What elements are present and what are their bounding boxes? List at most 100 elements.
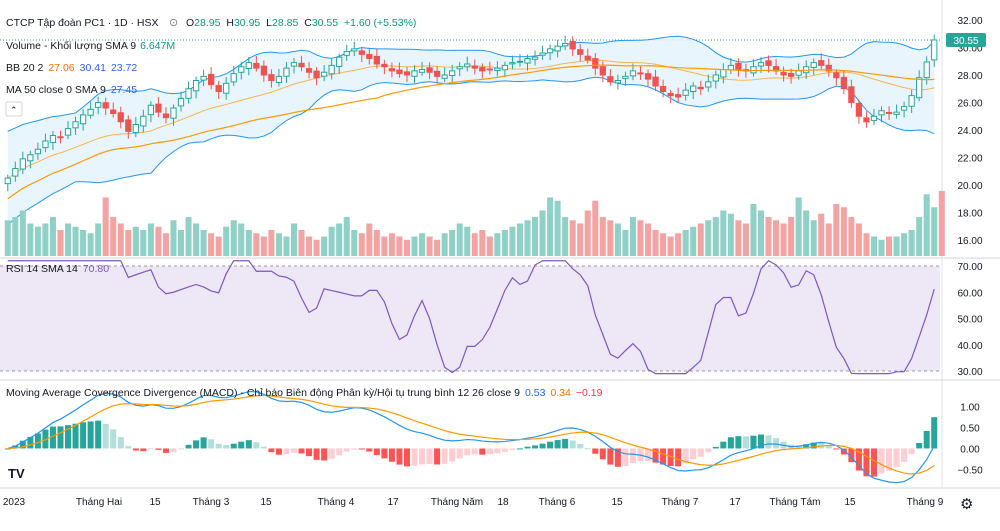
volume-bar — [200, 230, 207, 256]
volume-bar — [690, 226, 697, 256]
price-axis[interactable]: 32.00 30.00 28.00 26.00 24.00 22.00 20.00 18.00… — [957, 16, 982, 247]
macd-histogram-bar — [878, 448, 885, 474]
candle — [494, 61, 501, 77]
volume-bar — [870, 236, 877, 256]
candle — [275, 68, 283, 87]
candle-body — [675, 94, 682, 98]
candle — [185, 81, 192, 104]
candle-body — [592, 58, 599, 69]
volume-bar — [298, 230, 305, 256]
price-axis-label: 26.00 — [957, 99, 982, 110]
candle — [57, 130, 64, 144]
collapse-legend-button[interactable]: ⌃ — [5, 101, 23, 117]
volume-bar — [757, 210, 765, 256]
macd-histogram-bar — [682, 448, 689, 464]
time-axis-label: 15 — [260, 497, 272, 508]
bb-legend[interactable]: BB 20 2 27.06 30.41 23.72 — [6, 62, 137, 74]
volume-bar — [411, 236, 418, 256]
rsi-band-background — [0, 266, 940, 371]
macd-histogram-bar — [260, 446, 267, 449]
volume-bar — [486, 236, 493, 256]
candle — [238, 61, 245, 80]
candle — [298, 55, 305, 72]
volume-bar — [343, 217, 350, 256]
volume-bar — [494, 233, 501, 256]
candle-body — [441, 74, 448, 79]
macd-histogram-bar — [660, 448, 667, 465]
candle — [200, 69, 207, 87]
macd-histogram-bar — [870, 448, 877, 477]
candle-body — [449, 70, 456, 76]
candle-body — [200, 75, 207, 81]
macd-histogram-bar — [298, 448, 305, 454]
candle-body — [208, 73, 215, 86]
macd-axis[interactable]: 1.00 0.50 0.00 −0.50 — [957, 402, 983, 476]
candle-body — [298, 62, 305, 68]
candle-body — [358, 50, 365, 55]
macd-histogram-bar — [471, 448, 478, 455]
candle-body — [290, 62, 298, 67]
volume-bar — [283, 236, 290, 256]
candle — [855, 99, 863, 124]
candle — [19, 151, 26, 175]
candle — [12, 161, 19, 182]
volume-bar — [931, 207, 938, 256]
moving-average-line — [7, 64, 935, 200]
signal-line — [7, 394, 935, 475]
rsi-axis[interactable]: 70.00 60.00 50.00 40.00 30.00 — [957, 262, 982, 378]
bb-basis-line — [7, 59, 935, 179]
macd-histogram-bar — [336, 448, 343, 456]
macd-histogram-bar — [140, 448, 147, 452]
volume-bar — [260, 236, 267, 256]
candle — [780, 66, 787, 82]
candle-body — [238, 66, 245, 73]
ma-legend[interactable]: MA 50 close 0 SMA 9 27.45 — [6, 84, 137, 96]
candle-body — [147, 104, 155, 116]
candle — [27, 150, 34, 169]
volume-bar — [577, 223, 584, 256]
macd-histogram-bar — [765, 435, 772, 449]
time-axis[interactable]: 2023 Tháng Hai 15 Tháng 3 15 Tháng 4 17 Tháng N… — [3, 497, 944, 508]
volume-bar — [117, 223, 124, 256]
candle — [441, 67, 448, 83]
candle — [848, 79, 855, 108]
candle-body — [433, 70, 441, 77]
macd-histogram-bar — [863, 448, 870, 477]
volume-bar — [562, 217, 569, 256]
gear-icon[interactable]: ⚙ — [960, 496, 973, 513]
volume-bar — [901, 233, 908, 256]
time-axis-label: 17 — [729, 497, 741, 508]
volume-bar — [140, 230, 147, 256]
candle — [64, 121, 72, 140]
volume-bar — [403, 239, 410, 256]
macd-histogram-bar — [245, 440, 252, 449]
candle — [351, 41, 358, 57]
svg-text:TV: TV — [8, 466, 25, 481]
candle — [712, 70, 719, 89]
symbol-title[interactable]: CTCP Tập đoàn PC1 · 1D · HSX — [6, 17, 159, 29]
volume-bars — [4, 191, 945, 256]
candlesticks[interactable] — [4, 34, 938, 192]
candle — [765, 55, 772, 73]
volume-legend[interactable]: Volume - Khối lượng SMA 9 6.647M — [6, 40, 175, 52]
time-axis-label: Tháng 4 — [318, 497, 355, 508]
candle-body — [780, 71, 787, 76]
volume-bar — [238, 223, 245, 256]
tradingview-logo-icon[interactable]: TV — [6, 465, 28, 481]
macd-histogram-bar — [923, 431, 930, 449]
rsi-legend[interactable]: RSI 14 SMA 14 70.80 — [6, 263, 109, 275]
macd-histogram-bar — [509, 448, 516, 450]
eye-icon[interactable]: ⊙ — [169, 17, 178, 29]
time-axis-label: 17 — [387, 497, 399, 508]
candle-body — [900, 106, 908, 111]
candle — [690, 82, 697, 100]
macd-histogram-bar — [230, 443, 237, 449]
volume-bar — [358, 233, 365, 256]
time-axis-label: 2023 — [3, 497, 26, 508]
macd-legend[interactable]: Moving Average Covergence Divergence (MA… — [6, 387, 603, 399]
candle-body — [411, 70, 418, 77]
candle-body — [464, 63, 471, 68]
candle-body — [72, 121, 79, 129]
price-axis-label: 20.00 — [957, 181, 982, 192]
